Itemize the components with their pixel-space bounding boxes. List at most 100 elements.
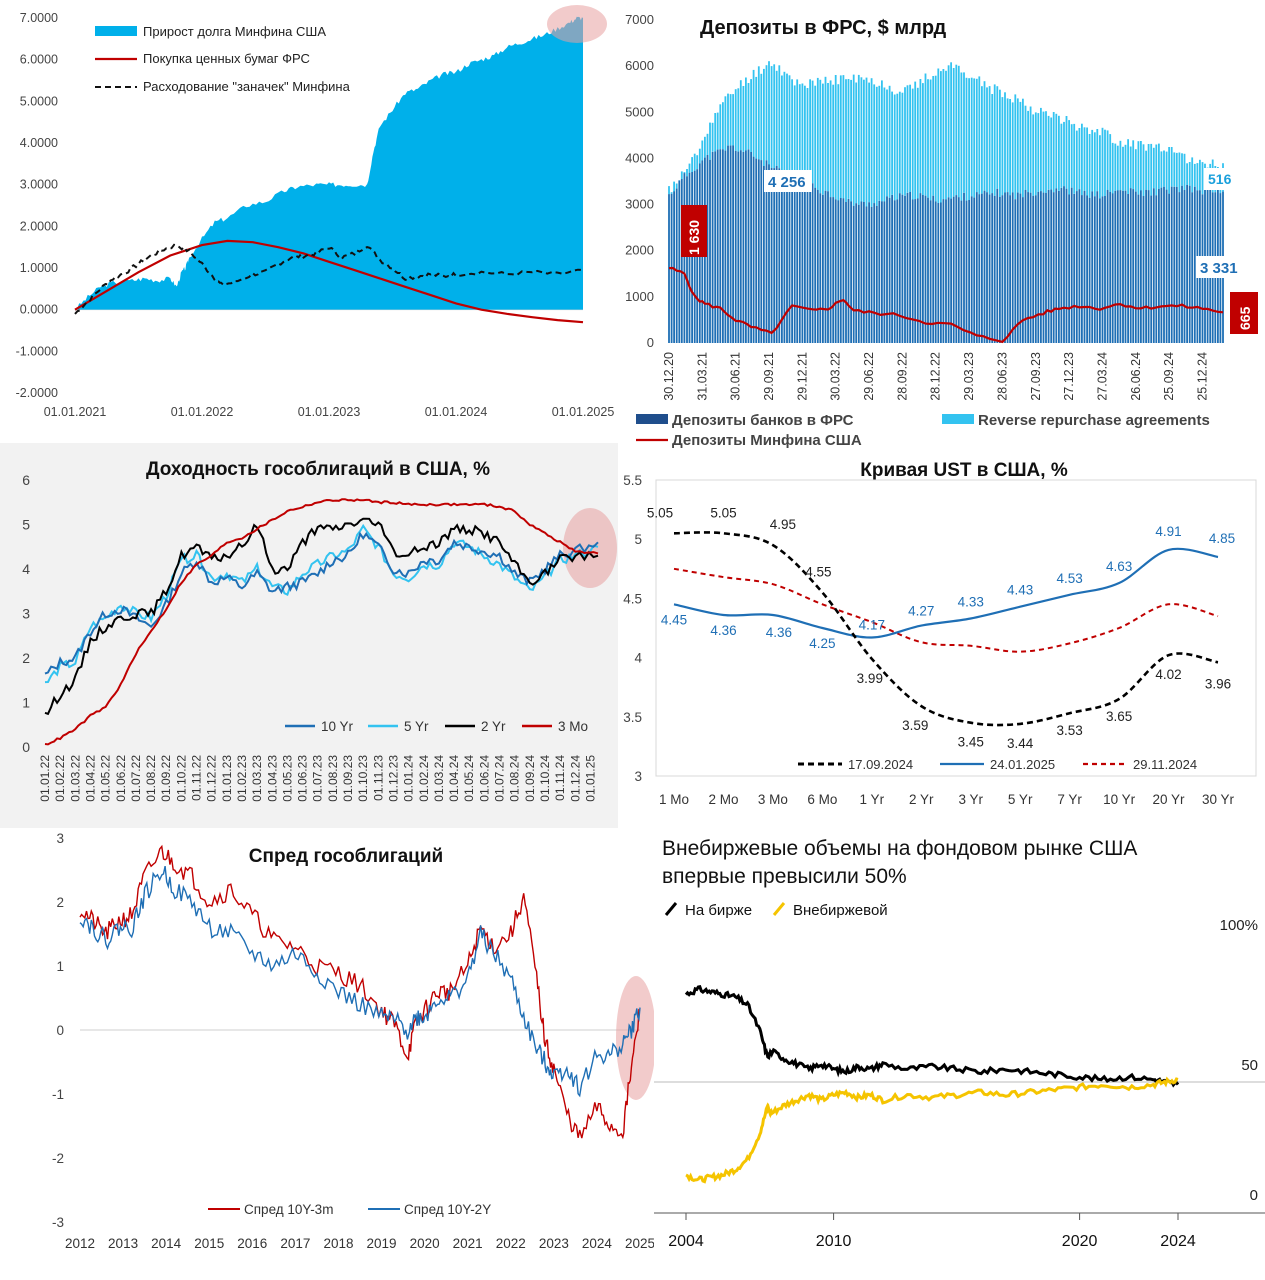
rrp-bar bbox=[1152, 147, 1155, 189]
rrp-bar bbox=[745, 77, 747, 151]
bank-deposit-bar bbox=[709, 159, 711, 343]
legend-label: 3 Mo bbox=[558, 719, 588, 734]
bank-deposit-bar bbox=[868, 202, 870, 343]
bank-deposit-bar bbox=[852, 205, 855, 343]
rrp-bar bbox=[950, 62, 952, 199]
bank-deposit-bar bbox=[1111, 193, 1114, 343]
bank-deposit-bar bbox=[1119, 190, 1122, 343]
y-tick-label: 1 bbox=[22, 695, 30, 711]
spread-line-1 bbox=[79, 865, 641, 1098]
data-label: 4.27 bbox=[908, 604, 934, 619]
bank-deposit-bar bbox=[1083, 190, 1086, 343]
rrp-bar bbox=[1027, 110, 1029, 193]
rrp-bar bbox=[716, 112, 719, 150]
yield-line-3 bbox=[44, 498, 599, 746]
bank-deposit-bar bbox=[1170, 186, 1173, 343]
rrp-bar bbox=[1160, 151, 1163, 188]
x-tick-label: 2012 bbox=[65, 1236, 95, 1251]
legend-label: Спред 10Y-2Y bbox=[404, 1202, 491, 1217]
rrp-bar bbox=[796, 79, 799, 181]
rrp-bar bbox=[919, 79, 922, 194]
rrp-bar bbox=[1024, 105, 1027, 190]
rrp-bar bbox=[1011, 102, 1014, 193]
bank-deposit-bar bbox=[814, 187, 817, 343]
bank-deposit-bar bbox=[1116, 190, 1119, 343]
rrp-bar bbox=[739, 80, 742, 151]
y-tick-label: 2000 bbox=[625, 243, 654, 258]
bank-deposit-bar bbox=[1101, 196, 1104, 343]
bank-deposit-bar bbox=[891, 195, 893, 343]
x-tick-label: 10 Yr bbox=[1103, 792, 1136, 807]
x-tick-label: 27.03.24 bbox=[1096, 352, 1110, 401]
rrp-bar bbox=[942, 69, 945, 200]
y-tick-label: 1000 bbox=[625, 289, 654, 304]
rrp-bar bbox=[775, 70, 778, 166]
chart-title: Депозиты в ФРС, $ млрд bbox=[700, 17, 947, 39]
x-tick-label: 01.06.22 bbox=[114, 755, 128, 802]
bank-deposit-bar bbox=[1175, 186, 1178, 343]
panel-spread: Спред гособлигаций 3 2 1 0 -1 -2 -3 2012 2013 20… bbox=[30, 828, 654, 1280]
rrp-bar bbox=[822, 83, 824, 195]
rrp-bar bbox=[937, 68, 940, 203]
y-tick-label: 0 bbox=[1250, 1187, 1258, 1204]
rrp-bar bbox=[888, 85, 891, 198]
rrp-bar bbox=[911, 88, 914, 200]
x-tick-label: 2 Yr bbox=[909, 792, 934, 807]
rrp-bar bbox=[1009, 99, 1011, 196]
bank-deposit-bar bbox=[832, 197, 835, 343]
bank-deposit-bar bbox=[716, 149, 719, 343]
y-tick-label: 3 bbox=[56, 831, 64, 846]
rrp-bar bbox=[1016, 98, 1019, 193]
bank-deposit-bar bbox=[822, 194, 824, 343]
bank-deposit-bar bbox=[901, 194, 904, 343]
x-tick-label: 01.01.2021 bbox=[44, 405, 107, 419]
x-tick-label: 29.09.21 bbox=[762, 352, 776, 401]
rrp-bar bbox=[824, 76, 827, 191]
rrp-bar bbox=[945, 70, 947, 200]
bank-deposit-bar bbox=[1006, 192, 1009, 343]
rrp-bar bbox=[1032, 114, 1035, 196]
rrp-bar bbox=[1055, 113, 1058, 189]
bank-deposit-bar bbox=[1122, 190, 1124, 343]
rrp-bar bbox=[1029, 106, 1032, 193]
label-box-tga-start bbox=[681, 205, 707, 257]
bank-deposit-bar bbox=[886, 196, 888, 343]
bank-deposit-bar bbox=[1093, 196, 1096, 343]
rrp-bar bbox=[1178, 152, 1181, 193]
rrp-bar bbox=[886, 89, 888, 197]
bank-deposit-bar bbox=[793, 174, 796, 343]
bank-deposit-bar bbox=[1009, 195, 1011, 343]
bank-deposit-bar bbox=[755, 158, 758, 343]
y-tick-label: 50 bbox=[1241, 1057, 1258, 1074]
bank-deposit-bar bbox=[1104, 196, 1106, 343]
data-label: 4.53 bbox=[1056, 571, 1082, 586]
rrp-bar bbox=[811, 80, 814, 184]
bank-deposit-bar bbox=[1068, 194, 1070, 343]
rrp-bar bbox=[765, 65, 768, 161]
bank-deposit-bar bbox=[1152, 188, 1155, 343]
rrp-bar bbox=[781, 75, 783, 172]
x-tick-label: 01.03.24 bbox=[432, 755, 446, 802]
rrp-bar bbox=[1155, 144, 1158, 196]
x-tick-label: 01.02.24 bbox=[417, 755, 431, 802]
bank-deposit-bar bbox=[811, 183, 814, 343]
rrp-bar bbox=[1052, 112, 1055, 193]
bank-deposit-bar bbox=[1050, 189, 1053, 343]
legend-label: 5 Yr bbox=[404, 719, 429, 734]
bank-deposit-bar bbox=[1188, 185, 1191, 343]
x-tick-label: 3 Mo bbox=[758, 792, 788, 807]
panel-otc: Внебиржевые объемы на фондовом рынке США… bbox=[654, 825, 1265, 1280]
bank-deposit-bar bbox=[1070, 187, 1073, 343]
bank-deposit-bar bbox=[775, 165, 778, 343]
bank-deposit-bar bbox=[919, 193, 922, 343]
data-label: 4.33 bbox=[958, 595, 984, 610]
data-label: 3.45 bbox=[958, 735, 984, 750]
rrp-bar bbox=[878, 85, 881, 201]
rrp-bar bbox=[719, 104, 722, 150]
bank-deposit-bar bbox=[1011, 192, 1014, 343]
bank-deposit-bar bbox=[952, 196, 955, 343]
bank-deposit-bar bbox=[988, 194, 991, 343]
bank-deposit-bar bbox=[1129, 188, 1132, 343]
x-tick-label: 01.09.23 bbox=[341, 755, 355, 802]
bank-deposit-bar bbox=[1086, 195, 1088, 343]
